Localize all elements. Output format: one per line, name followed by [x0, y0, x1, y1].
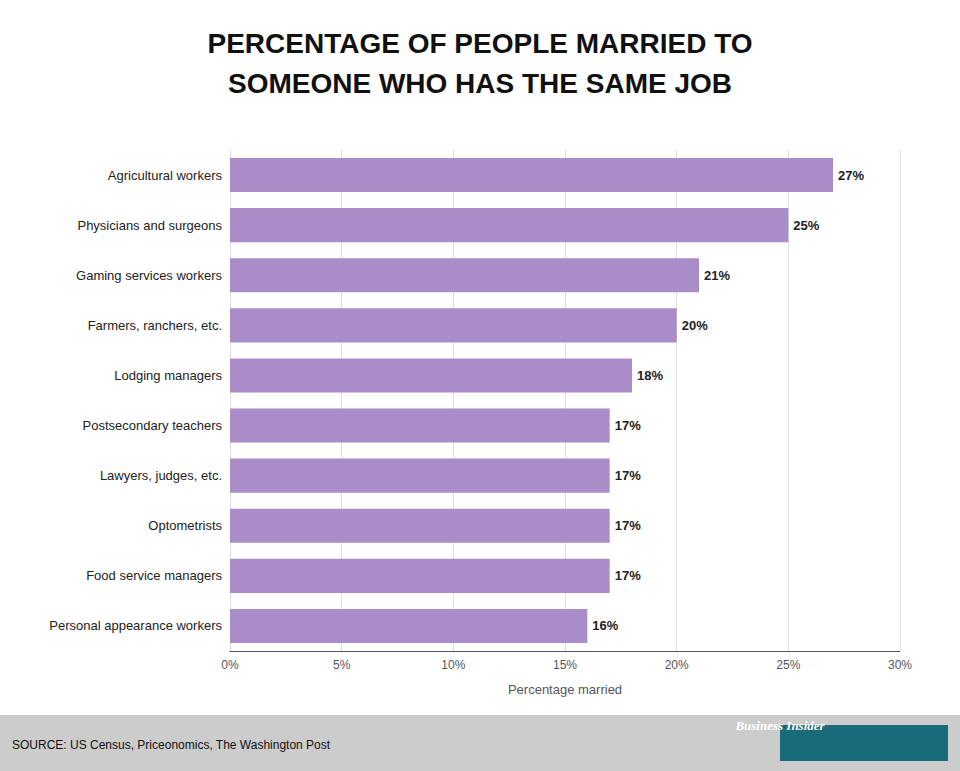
svg-text:Gaming services workers: Gaming services workers — [76, 268, 222, 283]
svg-text:30%: 30% — [888, 658, 912, 672]
svg-text:Agricultural workers: Agricultural workers — [108, 168, 223, 183]
svg-text:Lodging managers: Lodging managers — [114, 368, 222, 383]
svg-text:17%: 17% — [615, 468, 641, 483]
svg-text:Personal appearance workers: Personal appearance workers — [49, 618, 222, 633]
svg-text:0%: 0% — [221, 658, 239, 672]
svg-text:20%: 20% — [682, 318, 708, 333]
svg-text:Farmers, ranchers, etc.: Farmers, ranchers, etc. — [88, 318, 222, 333]
svg-text:Optometrists: Optometrists — [148, 518, 222, 533]
svg-text:17%: 17% — [615, 568, 641, 583]
svg-text:PERCENTAGE OF PEOPLE MARRIED T: PERCENTAGE OF PEOPLE MARRIED TO — [207, 28, 752, 59]
svg-text:Physicians and surgeons: Physicians and surgeons — [77, 218, 222, 233]
svg-text:17%: 17% — [615, 418, 641, 433]
svg-text:Lawyers, judges, etc.: Lawyers, judges, etc. — [100, 468, 222, 483]
svg-text:SOMEONE WHO HAS THE SAME JOB: SOMEONE WHO HAS THE SAME JOB — [228, 68, 732, 99]
svg-text:SOURCE: US Census, Priceonomic: SOURCE: US Census, Priceonomics, The Was… — [12, 738, 331, 752]
svg-text:27%: 27% — [838, 168, 864, 183]
svg-text:Percentage married: Percentage married — [508, 682, 622, 697]
svg-text:25%: 25% — [776, 658, 800, 672]
svg-text:16%: 16% — [592, 618, 618, 633]
svg-text:5%: 5% — [333, 658, 351, 672]
svg-text:10%: 10% — [441, 658, 465, 672]
svg-text:15%: 15% — [553, 658, 577, 672]
svg-text:Food service managers: Food service managers — [86, 568, 222, 583]
svg-text:Postsecondary teachers: Postsecondary teachers — [83, 418, 223, 433]
svg-text:Business Insider: Business Insider — [734, 718, 825, 733]
svg-text:25%: 25% — [793, 218, 819, 233]
svg-text:18%: 18% — [637, 368, 663, 383]
svg-text:17%: 17% — [615, 518, 641, 533]
svg-text:20%: 20% — [665, 658, 689, 672]
svg-text:21%: 21% — [704, 268, 730, 283]
